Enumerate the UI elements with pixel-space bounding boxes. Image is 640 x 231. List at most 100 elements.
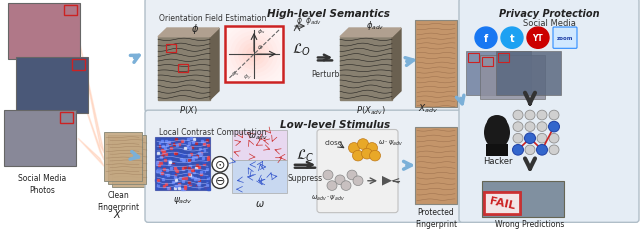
Circle shape [549,111,559,120]
Text: $\phi_s$: $\phi_s$ [257,27,266,36]
Bar [104,133,142,181]
Ellipse shape [250,51,258,59]
Text: $\omega_{adv}$: $\omega_{adv}$ [248,131,268,141]
Circle shape [369,151,381,161]
Text: $\phi$: $\phi$ [296,14,303,27]
Circle shape [513,134,523,143]
Bar [64,6,77,16]
Circle shape [513,122,523,132]
Circle shape [341,181,351,191]
Circle shape [549,134,559,143]
Text: $\phi_{adv}$: $\phi_{adv}$ [305,14,322,27]
Polygon shape [78,86,104,160]
Circle shape [537,122,547,132]
Circle shape [525,122,535,132]
Text: zoom: zoom [557,36,573,41]
Circle shape [537,111,547,120]
Polygon shape [340,29,401,38]
Circle shape [475,28,497,49]
FancyBboxPatch shape [145,0,466,113]
Circle shape [513,145,524,155]
Bar [480,56,545,99]
Polygon shape [382,176,392,186]
Text: t: t [509,33,515,43]
Circle shape [323,170,333,180]
Text: YT: YT [532,34,543,43]
Polygon shape [158,29,219,38]
Bar [468,54,479,63]
Text: close: close [325,140,343,146]
Circle shape [362,149,372,159]
Bar [4,111,76,167]
Text: Local Contrast Computation: Local Contrast Computation [159,127,267,136]
Text: $\omega$: $\omega$ [255,198,264,208]
Circle shape [212,157,228,172]
Circle shape [527,28,549,49]
Polygon shape [340,38,392,100]
Circle shape [353,176,363,186]
Text: FAIL: FAIL [488,196,516,211]
Bar [8,4,80,60]
Circle shape [513,111,523,120]
Circle shape [536,145,547,155]
Bar [166,45,176,53]
Circle shape [525,133,536,144]
Text: High-level Semantics: High-level Semantics [267,9,390,19]
Ellipse shape [484,116,510,149]
Bar [72,60,85,70]
Polygon shape [78,36,104,153]
Bar [466,52,531,95]
Text: Social Media
Photos: Social Media Photos [18,173,66,194]
Text: $X$: $X$ [113,207,123,219]
Bar [225,27,283,83]
Text: $\psi_{adv}$: $\psi_{adv}$ [173,195,193,205]
Polygon shape [158,38,210,100]
Text: $\odot$: $\odot$ [214,158,226,171]
FancyBboxPatch shape [459,0,639,222]
Text: Suppress: Suppress [287,173,323,182]
Polygon shape [78,139,104,167]
Circle shape [549,122,559,132]
Text: $\phi_s$: $\phi_s$ [231,69,239,78]
Circle shape [537,145,547,155]
Circle shape [347,170,357,180]
Circle shape [537,134,547,143]
Text: Hacker: Hacker [483,156,513,165]
Circle shape [367,143,378,154]
Text: $\phi_{adv}$: $\phi_{adv}$ [366,19,384,32]
Circle shape [212,173,228,189]
Text: Privacy Protection: Privacy Protection [499,9,599,19]
Text: $X_{adv}$: $X_{adv}$ [418,102,438,115]
Bar [498,54,509,63]
Text: $\omega \cdot \psi_{adv}$: $\omega \cdot \psi_{adv}$ [378,138,403,147]
Text: $\phi$: $\phi$ [191,22,199,36]
Bar [16,58,88,114]
Circle shape [353,151,364,161]
Bar [112,139,150,187]
Bar [496,52,561,95]
Text: Protected
Fingerprint: Protected Fingerprint [415,207,457,228]
FancyBboxPatch shape [145,111,466,222]
Text: $\mathcal{L}_O$: $\mathcal{L}_O$ [292,42,312,58]
Bar [108,136,146,184]
Text: f: f [484,33,488,43]
Circle shape [548,122,559,132]
Circle shape [327,181,337,191]
Bar [155,138,210,191]
Bar [482,58,493,67]
Text: Orientation Field Estimation: Orientation Field Estimation [159,13,267,22]
Circle shape [513,145,523,155]
Text: $P(X_{adv})$: $P(X_{adv})$ [356,104,385,116]
Bar [60,113,73,123]
Bar [415,127,457,204]
Polygon shape [392,29,401,100]
Text: Social Media: Social Media [523,19,575,28]
Text: Wrong Predictions: Wrong Predictions [495,219,564,228]
Text: Low-level Stimulus: Low-level Stimulus [280,119,390,129]
Circle shape [349,143,360,154]
Bar [232,130,287,161]
Text: $\phi_y$: $\phi_y$ [243,73,252,83]
Circle shape [549,145,559,155]
Text: Clean
Fingerprint: Clean Fingerprint [97,191,139,211]
Circle shape [525,145,535,155]
